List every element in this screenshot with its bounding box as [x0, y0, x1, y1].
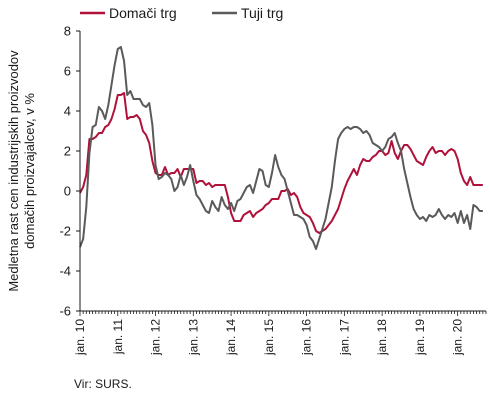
y-tick-label: 8: [64, 24, 71, 39]
series-line-1: [79, 92, 483, 234]
axes: [79, 31, 486, 312]
legend-label: Domači trg: [109, 5, 177, 21]
x-tick-label: jan. 12: [149, 319, 163, 356]
x-tick-label: jan. 18: [375, 319, 389, 356]
y-tick-label: -2: [59, 224, 71, 239]
x-tick-label: jan. 14: [224, 319, 238, 356]
legend: Domači trg Tuji trg: [80, 5, 283, 21]
x-tick-label: jan. 11: [111, 319, 125, 355]
y-axis-label-line: domačih proizvajalcev, v %: [22, 93, 37, 249]
y-tick-label: -6: [59, 304, 71, 319]
x-tick-label: jan. 20: [451, 319, 465, 356]
x-tick-label: jan. 16: [300, 319, 314, 356]
x-tick-label: jan. 10: [73, 319, 87, 356]
y-axis-label: Medletna rast cen industrijskih proizvod…: [6, 50, 37, 292]
y-axis-label-line: Medletna rast cen industrijskih proizvod…: [6, 50, 21, 292]
series-line-2: [79, 46, 483, 250]
x-tick-label: jan. 17: [337, 319, 351, 356]
series-layer: [79, 46, 483, 250]
y-tick-label: 4: [64, 104, 71, 119]
legend-label: Tuji trg: [241, 5, 283, 21]
y-tick-label: 6: [64, 64, 71, 79]
x-tick-label: jan. 13: [186, 319, 200, 356]
y-tick-label: -4: [59, 264, 71, 279]
x-tick-label: jan. 19: [413, 319, 427, 356]
y-tick-label: 2: [64, 144, 71, 159]
x-tick-label: jan. 15: [262, 319, 276, 356]
x-axis-ticks: jan. 10 jan. 11 jan. 12 jan. 13 jan. 14 jan. …: [73, 311, 487, 356]
source-note: Vir: SURS.: [74, 377, 132, 391]
y-tick-label: 0: [64, 184, 71, 199]
y-axis-ticks: -6 -4 -2 0 2 4 6 8: [59, 24, 80, 319]
